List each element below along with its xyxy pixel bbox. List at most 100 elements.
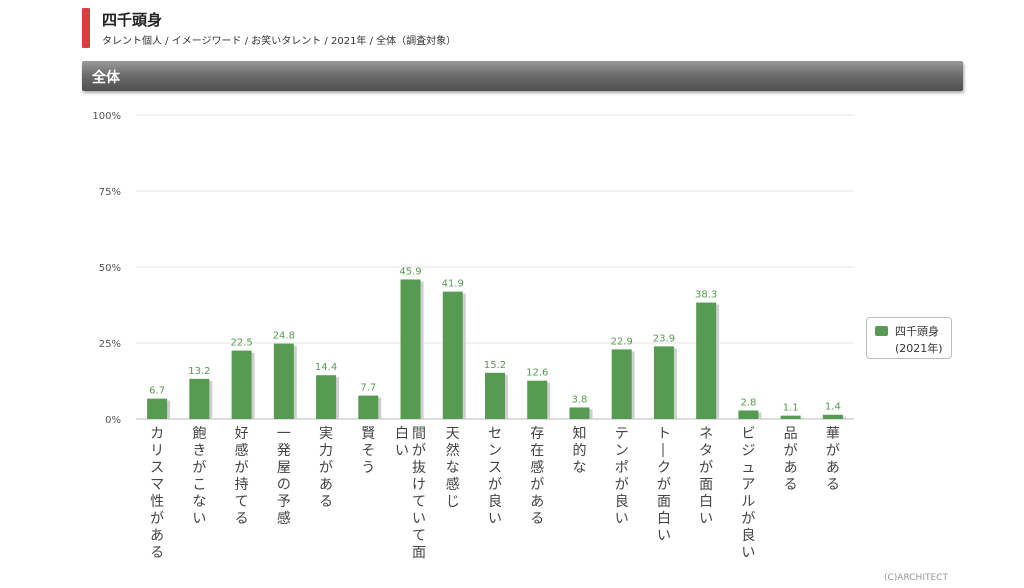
x-tick-label: ク [657, 460, 671, 476]
legend-series-name: 四千頭身 [895, 325, 939, 338]
x-tick-label: 感 [530, 459, 544, 476]
x-tick-label: ス [150, 460, 164, 476]
bar-value-label: 2.8 [740, 397, 756, 408]
bar-value-label: 14.4 [315, 362, 337, 373]
x-tick-label: 品 [784, 426, 798, 442]
bar-value-label: 22.5 [230, 338, 252, 349]
page-subtitle: タレント個人 / イメージワード / お笑いタレント / 2021年 / 全体（… [102, 36, 457, 47]
x-tick-label: が [192, 460, 206, 476]
bar [822, 414, 843, 419]
x-tick-label: る [530, 511, 544, 527]
x-tick-label: じ [446, 494, 460, 510]
bar-value-label: 3.8 [572, 394, 588, 405]
x-tick-label: 感 [235, 442, 249, 459]
bar [696, 302, 717, 419]
x-tick-label: い [412, 511, 426, 527]
bar-value-label: 7.7 [360, 383, 376, 394]
x-tick-label: て [412, 494, 426, 510]
x-tick-label: 持 [235, 477, 249, 493]
x-tick-label: あ [826, 460, 840, 476]
y-tick-label: 75% [99, 187, 121, 198]
legend-swatch [875, 326, 888, 336]
x-tick-label: 良 [488, 494, 502, 510]
x-tick-label: が [319, 460, 333, 476]
x-tick-label: い [657, 528, 671, 544]
x-tick-label: ル [741, 494, 755, 510]
x-tick-label: る [150, 545, 164, 561]
section-header: 全体 [82, 61, 963, 91]
x-tick-label: が [741, 511, 755, 527]
x-tick-label: 性 [150, 494, 164, 510]
x-tick-label: る [826, 477, 840, 493]
bar [738, 410, 759, 419]
x-tick-label: ― [655, 443, 671, 457]
x-tick-label: い [741, 545, 755, 561]
x-tick-label: 抜 [412, 460, 426, 476]
x-tick-label: ス [488, 460, 502, 476]
x-tick-label: こ [192, 477, 206, 493]
y-tick-label: 50% [99, 263, 121, 274]
x-tick-label: が [615, 477, 629, 493]
x-tick-label: が [150, 511, 164, 527]
x-tick-label: の [277, 477, 291, 493]
bar-value-label: 12.6 [526, 368, 548, 379]
x-tick-label: リ [150, 443, 164, 459]
x-tick-label: 好 [235, 426, 249, 442]
x-tick-label: ト [657, 426, 671, 442]
x-tick-label: が [488, 477, 502, 493]
x-tick-label: 良 [741, 528, 755, 544]
x-tick-label: ポ [615, 460, 629, 476]
x-tick-label: て [235, 494, 249, 510]
x-tick-label: カ [150, 426, 164, 442]
x-tick-label: て [412, 528, 426, 544]
bar [400, 279, 421, 419]
x-tick-label: ジ [741, 443, 755, 459]
x-tick-label: な [446, 460, 460, 476]
x-tick-label: が [784, 443, 798, 459]
x-tick-label: な [572, 460, 586, 476]
bar-value-label: 45.9 [399, 266, 421, 277]
x-tick-label: い [192, 511, 206, 527]
x-tick-label: い [395, 443, 409, 459]
x-tick-label: 屋 [277, 460, 291, 476]
bar [527, 380, 548, 419]
x-tick-label: 存 [530, 426, 544, 442]
x-tick-label: 面 [699, 477, 713, 493]
bar-value-label: 1.1 [783, 403, 799, 414]
x-tick-label: タ [699, 443, 713, 459]
bar [147, 398, 168, 419]
x-tick-label: 白 [657, 511, 671, 527]
x-tick-label: な [192, 494, 206, 510]
x-tick-label: ン [615, 443, 629, 459]
x-tick-label: 飽 [192, 425, 206, 442]
x-tick-label: マ [150, 477, 164, 493]
x-tick-label: 実 [319, 426, 333, 442]
x-tick-label: そ [361, 443, 375, 459]
bar-value-label: 38.3 [695, 290, 717, 301]
x-tick-label: い [699, 511, 713, 527]
x-tick-label: が [530, 477, 544, 493]
x-tick-label: あ [784, 460, 798, 476]
x-tick-label: が [412, 443, 426, 459]
x-tick-label: け [412, 477, 426, 493]
bar [358, 395, 379, 419]
bar [485, 372, 505, 419]
bar [611, 349, 632, 419]
bar [653, 346, 674, 419]
y-tick-label: 0% [105, 415, 121, 426]
bar [316, 375, 337, 419]
x-tick-label: る [784, 477, 798, 493]
x-tick-label: あ [150, 528, 164, 544]
x-tick-label: い [615, 511, 629, 527]
x-tick-label: 間 [412, 426, 426, 442]
x-tick-label: 天 [446, 426, 460, 442]
bar [569, 407, 590, 419]
bar [189, 378, 210, 419]
x-tick-label: ビ [741, 426, 755, 442]
copyright-text: (C)ARCHITECT [884, 573, 948, 583]
bar-value-label: 41.9 [442, 279, 464, 290]
x-tick-label: 発 [277, 443, 291, 459]
x-tick-label: 感 [446, 476, 460, 493]
x-tick-label: 一 [277, 426, 291, 442]
